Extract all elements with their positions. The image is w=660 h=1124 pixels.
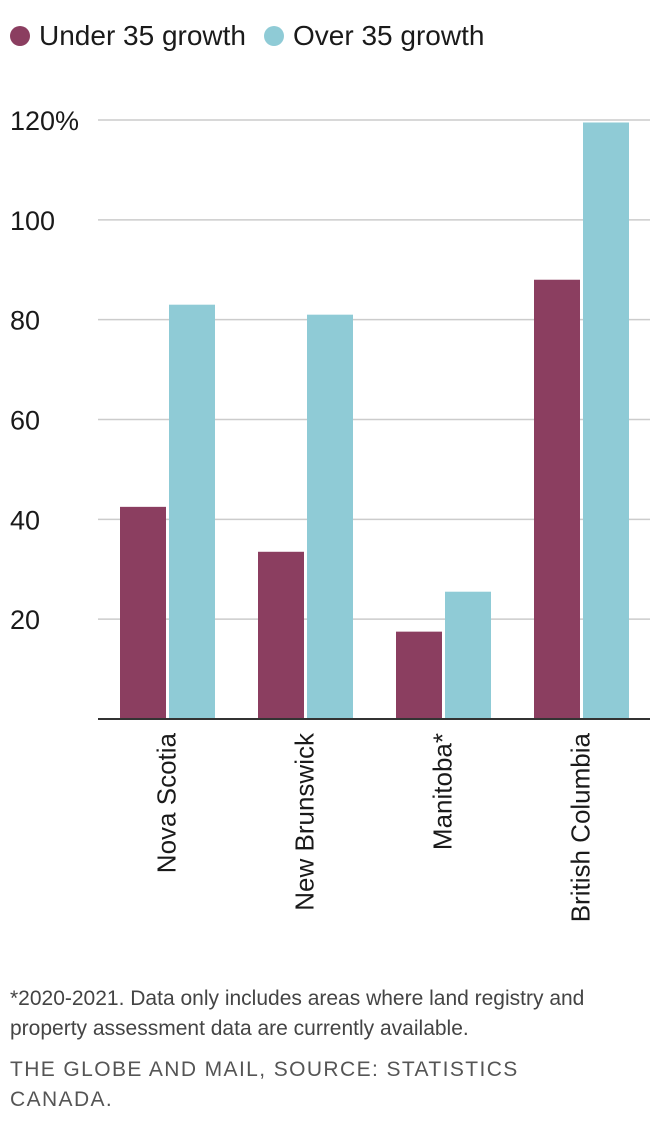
legend-label-under-35: Under 35 growth [39,20,247,51]
legend-item-over-35: Over 35 growth [264,20,484,52]
legend-swatch-under-35 [10,26,30,46]
y-tick-label-40: 40 [10,505,40,535]
bar-chart: 20 40 60 80 100 120% Nova Scotia New Brunswick M… [10,106,650,922]
bar-under-35-2 [396,631,442,719]
bars [120,122,629,719]
y-tick-label-100: 100 [10,206,55,236]
bar-over-35-2 [445,591,491,719]
legend-item-under-35: Under 35 growth [10,20,246,52]
chart-legend: Under 35 growth Over 35 growth [10,18,502,54]
x-category-label-0: Nova Scotia [152,732,182,873]
y-tick-label-80: 80 [10,306,40,336]
x-category-label-2: Manitoba* [428,733,458,850]
bar-over-35-0 [169,304,215,719]
y-tick-label-60: 60 [10,406,40,436]
legend-swatch-over-35 [264,26,285,46]
x-category-label-3: British Columbia [566,732,596,922]
bar-under-35-1 [258,551,304,719]
source-credit: THE GLOBE AND MAIL, SOURCE: STATISTICS C… [10,1058,519,1111]
bar-over-35-3 [583,122,629,719]
y-tick-label-20: 20 [10,605,40,635]
legend-label-over-35: Over 35 growth [293,20,485,51]
footnote: *2020-2021. Data only includes areas whe… [10,987,585,1040]
x-category-label-1: New Brunswick [290,732,320,911]
axes: 20 40 60 80 100 120% Nova Scotia New Brunswick M… [10,106,650,922]
y-tick-label-120: 120% [10,106,79,136]
bar-over-35-1 [307,314,353,719]
bar-under-35-0 [120,506,166,719]
bar-under-35-3 [534,279,580,719]
